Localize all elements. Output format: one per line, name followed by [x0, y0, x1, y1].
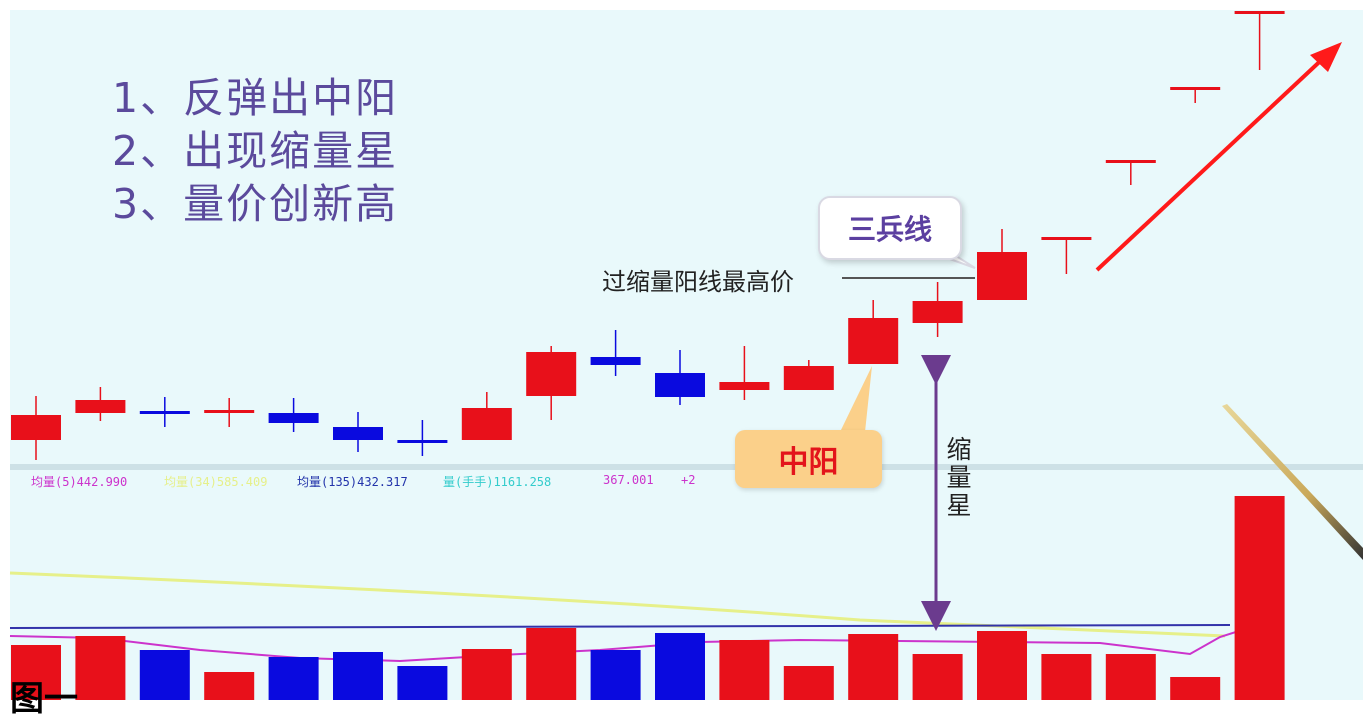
candle-body [977, 252, 1027, 300]
callout-zhongyang: 中阳 [735, 430, 882, 488]
legend-ma-yellow: 均量(34)585.409 [164, 475, 268, 489]
zhongyang-pointer [840, 366, 872, 432]
trend-arrow [1095, 50, 1332, 272]
volume-bar [461, 649, 512, 700]
volume-bar [139, 650, 190, 700]
note-1: 1、反弹出中阳 [112, 74, 399, 122]
volume-bar [783, 666, 834, 700]
volume-bar [719, 640, 770, 700]
candlestick-chart [9, 11, 1363, 700]
volume-bar [655, 633, 705, 700]
chart-area [10, 10, 1363, 700]
legend-extra: 367.001 [603, 473, 654, 487]
candle-body [397, 440, 448, 443]
callout-sanbing: 三兵线 [818, 196, 962, 260]
volume-bar [912, 654, 963, 700]
volume-bar [1041, 654, 1092, 700]
candles [11, 11, 1285, 460]
volume-bar [75, 636, 126, 700]
volume-bar [526, 628, 577, 700]
candle-body [1234, 11, 1285, 14]
volume-bar [1170, 677, 1221, 700]
ma135-line [9, 624, 1231, 629]
legend-vol: 量(手手)1161.258 [443, 475, 552, 489]
label-shrink-star: 缩量星 [946, 435, 972, 520]
volume-bar [11, 645, 61, 700]
label-high-price: 过缩量阳线最高价 [602, 268, 794, 296]
ma-yellow-line [9, 571, 1226, 638]
candle-body [11, 415, 61, 440]
candle-body [1041, 237, 1092, 240]
volume-bar [1105, 654, 1156, 700]
volume-bar [268, 657, 319, 700]
volume-bars [11, 496, 1285, 700]
candle-body [590, 357, 641, 365]
note-3: 3、量价创新高 [112, 180, 399, 228]
candle-body [655, 373, 705, 397]
candle-body [333, 427, 383, 440]
volume-bar [590, 650, 641, 700]
pointer-stick [1222, 404, 1363, 560]
note-2: 2、出现缩量星 [112, 127, 399, 175]
candle-body [1105, 160, 1156, 163]
candle-body [139, 411, 190, 414]
volume-bar [848, 634, 899, 700]
candle-body [461, 408, 512, 440]
candle-body [912, 301, 963, 323]
legend-ma5: 均量(5)442.990 [31, 475, 128, 489]
candle-body [268, 413, 319, 423]
volume-bar [333, 652, 383, 700]
candle-body [719, 382, 770, 390]
trend-arrow-head [1310, 42, 1342, 72]
volume-bar [204, 672, 255, 700]
candle-body [1170, 87, 1221, 90]
candle-body [75, 400, 126, 413]
candle-body [848, 318, 899, 364]
candle-body [526, 352, 577, 396]
volume-bar [397, 666, 448, 700]
volume-bar [1234, 496, 1285, 700]
candle-body [783, 366, 834, 390]
figure-caption: 图一 [10, 679, 78, 719]
legend-plus: +2 [681, 473, 696, 487]
candle-body [204, 410, 255, 413]
panel-separator [10, 464, 1363, 470]
legend-ma135: 均量(135)432.317 [297, 475, 408, 489]
volume-bar [977, 631, 1027, 700]
